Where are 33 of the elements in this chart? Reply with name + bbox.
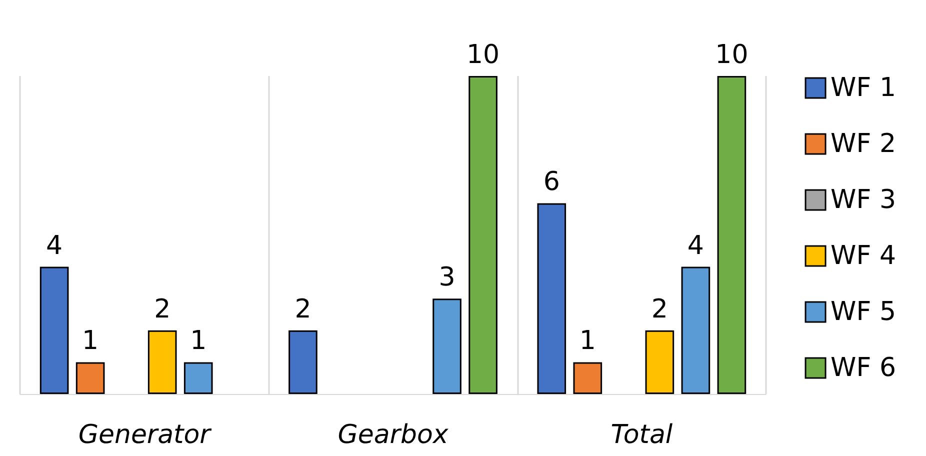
bar [717, 76, 746, 394]
bar [645, 330, 674, 394]
data-label: 10 [715, 40, 748, 70]
data-label: 2 [154, 294, 171, 324]
bar [468, 76, 498, 394]
legend-label: WF 3 [830, 185, 896, 215]
x-tick-label: Generator [78, 420, 213, 450]
data-label: 4 [687, 230, 704, 261]
data-label: 2 [651, 294, 668, 324]
bar [184, 362, 213, 394]
bar [148, 330, 177, 394]
data-label: 4 [46, 230, 63, 261]
bar [40, 266, 69, 394]
bar [288, 330, 318, 394]
x-tick-label: Gearbox [338, 420, 449, 450]
data-label: 1 [190, 326, 207, 356]
bar [537, 203, 566, 394]
data-label: 1 [82, 326, 99, 356]
legend-label: WF 5 [830, 297, 896, 327]
legend-label: WF 4 [830, 241, 896, 271]
legend-label: WF 1 [830, 73, 896, 103]
bar [681, 266, 710, 394]
legend-label: WF 6 [830, 353, 896, 383]
x-tick-label: Total [610, 420, 674, 450]
bar [573, 362, 602, 394]
data-label: 2 [294, 294, 312, 324]
bar [432, 298, 462, 394]
data-label: 10 [466, 40, 500, 70]
bar [76, 362, 105, 394]
data-label: 6 [543, 167, 560, 198]
data-label: 1 [579, 326, 596, 356]
legend-label: WF 2 [830, 129, 896, 159]
data-label: 3 [438, 262, 456, 293]
